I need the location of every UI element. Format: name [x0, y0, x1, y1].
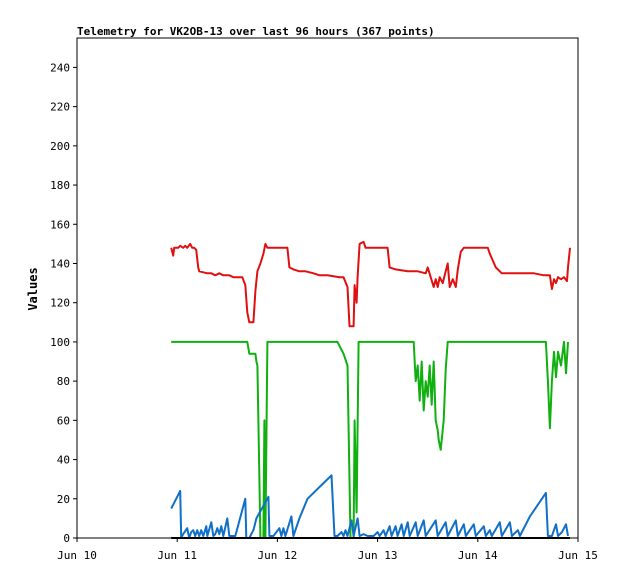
y-tick-label: 240 — [50, 61, 70, 74]
x-tick-label: Jun 11 — [157, 549, 197, 562]
series-line-1 — [170, 240, 571, 328]
y-tick-label: 40 — [57, 454, 70, 467]
series-group — [170, 240, 571, 539]
y-tick-label: 0 — [63, 532, 70, 545]
y-tick-label: 180 — [50, 179, 70, 192]
x-tick-label: Jun 14 — [458, 549, 498, 562]
y-tick-label: 100 — [50, 336, 70, 349]
y-tick-label: 120 — [50, 297, 70, 310]
y-tick-label: 140 — [50, 257, 70, 270]
y-tick-label: 60 — [57, 414, 70, 427]
plot-frame — [76, 37, 579, 539]
x-tick-label: Jun 13 — [358, 549, 398, 562]
series-line-2 — [171, 340, 569, 539]
chart-title: Telemetry for VK2OB-13 over last 96 hour… — [77, 25, 435, 38]
y-tick-label: 160 — [50, 218, 70, 231]
y-tick-label: 200 — [50, 140, 70, 153]
x-tick-label: Jun 12 — [258, 549, 298, 562]
y-axis-label: Values — [26, 267, 40, 310]
x-axis: Jun 10 Jun 11 Jun 12 Jun 13 Jun 14 Jun 15 — [57, 538, 598, 562]
x-tick-label: Jun 15 — [558, 549, 598, 562]
y-axis: 0 20 40 60 80 100 120 140 160 180 200 220 240 — [50, 61, 77, 545]
series-line-3 — [170, 474, 569, 539]
y-tick-label: 220 — [50, 101, 70, 114]
y-tick-label: 80 — [57, 375, 70, 388]
x-tick-label: Jun 10 — [57, 549, 97, 562]
y-tick-label: 20 — [57, 493, 70, 506]
